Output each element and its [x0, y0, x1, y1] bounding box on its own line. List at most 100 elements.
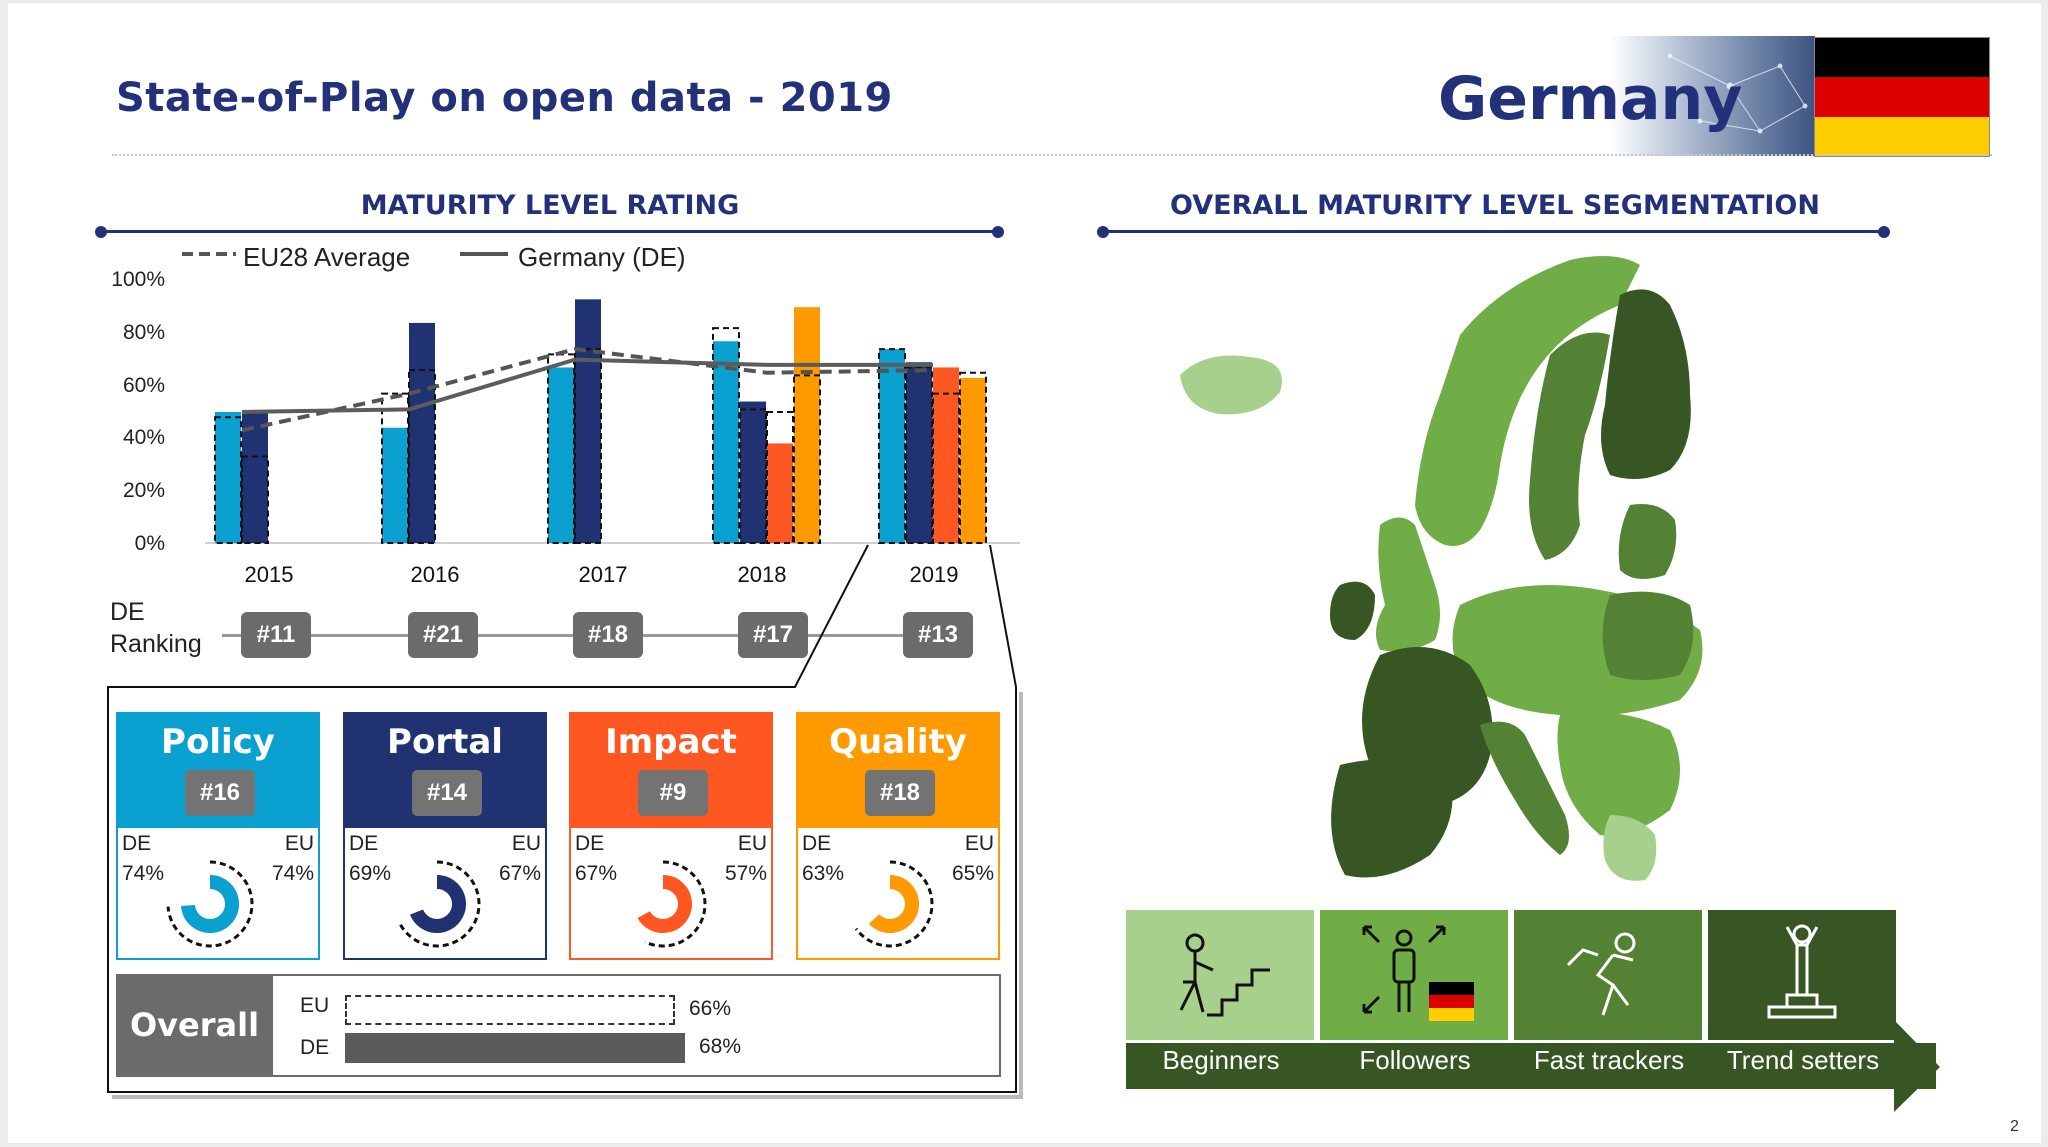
dimension-card-policy: Policy #16 DE EU 74% 74% [116, 712, 320, 960]
x-tick-label: 2017 [578, 562, 628, 587]
dimension-card-impact: Impact #9 DE EU 67% 57% [569, 712, 773, 960]
bar-portal [575, 299, 601, 543]
callout-connector [107, 544, 1023, 1099]
country-name: Germany [1438, 64, 1743, 134]
legend-eu-swatch [182, 252, 236, 256]
card-rank-badge: #16 [185, 770, 255, 816]
flag-stripe-gold [1815, 117, 1989, 156]
card-eu-label: EU [964, 832, 994, 855]
eu-bar-outline-impact [932, 392, 960, 544]
overall-de-label: DE [300, 1036, 330, 1059]
eu-bar-outline-portal [408, 369, 436, 544]
segment-fast-trackers [1514, 910, 1702, 1040]
eu-bar-outline-portal [241, 455, 269, 545]
card-title: Portal [387, 722, 503, 762]
network-graphic [1667, 53, 1808, 134]
map-baltics [1618, 504, 1677, 579]
overall-eu-value: 66% [689, 997, 732, 1020]
eu-bar-outline-quality [959, 371, 987, 545]
segment-trend-setters [1708, 910, 1896, 1040]
donut-de-ring [410, 875, 466, 933]
card-title: Policy [161, 722, 275, 762]
card-eu-value: 74% [271, 862, 314, 885]
segment-label: Fast trackers [1533, 1045, 1685, 1075]
section-underline [1102, 230, 1884, 233]
bar-portal [906, 362, 932, 543]
bar-policy [548, 367, 574, 543]
eu-bar-outline-policy [381, 392, 409, 544]
section-underline [100, 230, 998, 233]
flag-stripe-red [1815, 77, 1989, 117]
europe-segmentation-map [1180, 256, 1703, 881]
card-rank-badge: #18 [865, 770, 935, 816]
podium-winner-icon [1767, 924, 1837, 1019]
policy-donut-chart [166, 860, 254, 948]
maturity-rating-title: MATURITY LEVEL RATING [360, 190, 740, 221]
map-iberia [1331, 759, 1453, 878]
eu-bar-outline-policy [214, 416, 242, 544]
section-line-dot [992, 226, 1004, 238]
y-tick-label: 100% [111, 268, 165, 291]
segment-beginners [1126, 910, 1314, 1040]
card-eu-value: 65% [951, 862, 994, 885]
card-eu-label: EU [511, 832, 541, 855]
rank-badge: #13 [903, 612, 973, 658]
maturity-bar-chart [205, 299, 1020, 545]
ranking-label: Ranking [110, 630, 202, 658]
map-norway [1415, 256, 1640, 546]
card-de-label: DE [349, 832, 379, 855]
card-eu-label: EU [284, 832, 314, 855]
y-tick-label: 40% [122, 426, 165, 449]
bar-quality [960, 377, 986, 543]
dimension-card-quality: Quality #18 DE EU 63% 65% [796, 712, 1000, 960]
ranking-label-de: DE [110, 598, 145, 626]
card-de-value: 74% [122, 862, 165, 885]
segments-arrow-head [1894, 1020, 1940, 1112]
segments-row: Beginners Followers Fast trackers Trend … [1126, 910, 1896, 1090]
impact-donut-chart [637, 860, 707, 948]
map-italy [1480, 721, 1569, 855]
x-tick-label: 2018 [737, 562, 787, 587]
quality-donut-chart [854, 860, 934, 948]
dimension-card-portal: Portal #14 DE EU 69% 67% [343, 712, 547, 960]
bar-impact [767, 443, 793, 543]
card-rank-badge: #9 [638, 770, 708, 816]
eu-bar-outline-portal [905, 366, 933, 544]
overall-eu-bar [345, 995, 675, 1025]
person-expand-icon [1362, 925, 1474, 1021]
eu28-average-line [241, 347, 934, 433]
segment-label: Beginners [1162, 1045, 1280, 1075]
y-tick-label: 80% [122, 321, 165, 344]
donut-eu-ring [398, 860, 481, 948]
map-greece [1603, 815, 1657, 881]
germany-line [241, 357, 933, 414]
eu-bar-outline-quality [793, 374, 821, 544]
flag-stripe-black [1815, 38, 1989, 77]
bar-portal [242, 412, 268, 543]
overall-de-bar [345, 1033, 685, 1063]
donut-eu-ring [854, 860, 934, 948]
card-de-value: 63% [802, 862, 845, 885]
eu-bar-outline-portal [574, 348, 602, 544]
card-de-value: 67% [575, 862, 618, 885]
donut-de-ring [868, 875, 919, 933]
eu-bar-outline-portal [739, 408, 767, 544]
segment-label: Followers [1359, 1045, 1471, 1075]
donut-eu-ring [166, 860, 254, 948]
rank-badge: #17 [738, 612, 808, 658]
card-title: Quality [829, 722, 967, 762]
map-poland [1602, 591, 1694, 680]
map-sweden [1529, 332, 1610, 560]
x-tick-label: 2016 [410, 562, 460, 587]
y-tick-label: 0% [134, 532, 165, 555]
bar-policy [879, 349, 905, 543]
portal-donut-chart [398, 860, 481, 948]
map-ireland [1330, 581, 1375, 640]
y-tick-label: 20% [122, 479, 165, 502]
bar-policy [215, 412, 241, 543]
page-title: State-of-Play on open data - 2019 [116, 75, 893, 121]
y-tick-label: 60% [122, 374, 165, 397]
card-de-label: DE [802, 832, 832, 855]
germany-flag [1814, 37, 1990, 157]
card-title: Impact [605, 722, 737, 762]
